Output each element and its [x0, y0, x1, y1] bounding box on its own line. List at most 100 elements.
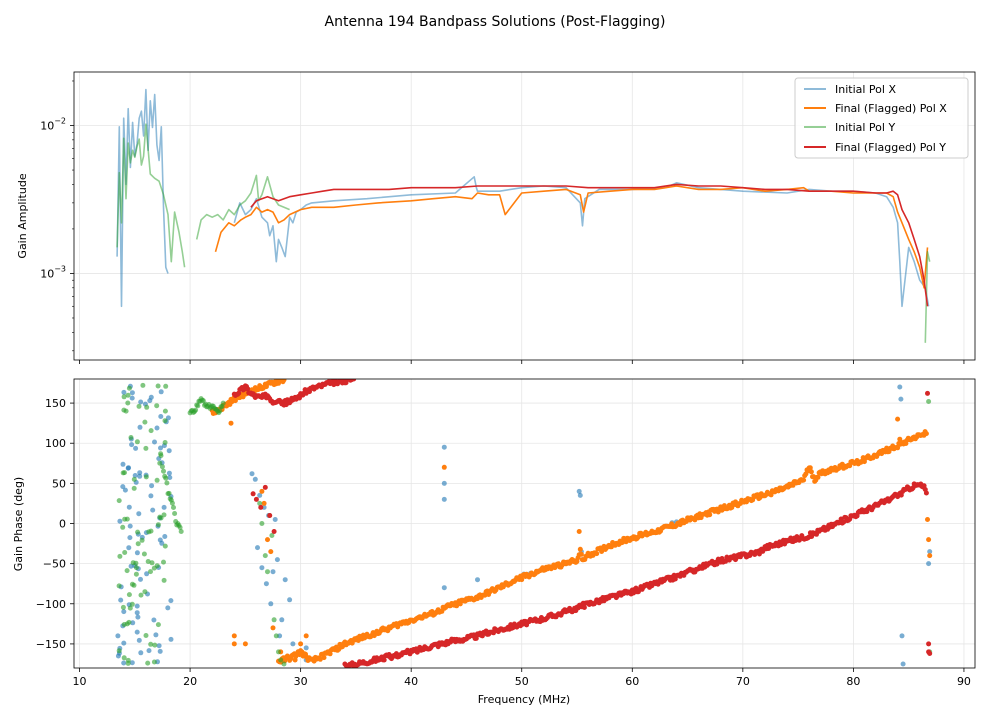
phase-noise-point-2 — [151, 565, 157, 571]
phase-noise-point-2 — [148, 428, 154, 434]
phase-point-2 — [257, 500, 263, 506]
phase-track-point-1 — [801, 477, 807, 483]
phase-track-point-1 — [707, 512, 713, 518]
phase-point-2 — [278, 657, 284, 663]
phase-noise-point-2 — [128, 435, 134, 440]
phase-point-0 — [282, 577, 288, 583]
phase-noise-point-2 — [126, 385, 132, 391]
phase-noise-point-2 — [135, 541, 141, 547]
phase-y-tick-label: −50 — [43, 558, 66, 571]
legend-label-final-x: Final (Flagged) Pol X — [835, 102, 947, 115]
phase-noise-point-0 — [117, 518, 123, 524]
phase-noise-point-2 — [140, 382, 146, 388]
phase-point-0 — [287, 597, 293, 603]
phase-point-0 — [272, 517, 278, 522]
phase-noise-point-2 — [116, 498, 122, 504]
phase-noise-point-2 — [145, 559, 151, 564]
phase-noise-point-0 — [149, 483, 155, 489]
phase-noise-point-0 — [166, 470, 172, 476]
phase-noise-point-0 — [138, 576, 143, 582]
phase-noise-point-0 — [137, 424, 143, 430]
phase-point-1 — [925, 517, 930, 522]
phase-noise-point-2 — [126, 592, 132, 598]
phase-y-tick-label: 150 — [45, 397, 66, 410]
phase-noise-point-2 — [155, 383, 161, 389]
phase-noise-point-0 — [126, 504, 132, 510]
phase-point-1 — [231, 641, 237, 647]
phase-noise-point-0 — [154, 425, 160, 431]
phase-noise-point-0 — [129, 442, 135, 448]
phase-noise-point-2 — [133, 571, 139, 577]
phase-point-0 — [927, 549, 933, 555]
phase-noise-point-0 — [120, 484, 126, 490]
phase-noise-point-2 — [141, 551, 147, 557]
phase-noise-point-0 — [129, 395, 135, 401]
phase-noise-point-0 — [138, 399, 144, 405]
phase-point-1 — [261, 500, 267, 506]
phase-noise-point-2 — [129, 601, 135, 607]
phase-point-1 — [576, 529, 582, 534]
phase-noise-point-0 — [158, 414, 164, 419]
phase-noise-point-0 — [166, 448, 172, 454]
phase-point-0 — [249, 471, 255, 477]
legend: Initial Pol X Final (Flagged) Pol X Init… — [794, 77, 969, 159]
phase-track-point-3 — [351, 379, 357, 382]
phase-point-0 — [576, 488, 582, 494]
phase-point-2 — [281, 661, 287, 667]
phase-noise-point-0 — [122, 487, 128, 493]
phase-track-point-2 — [195, 403, 201, 409]
phase-point-0 — [475, 577, 480, 583]
phase-track-point-2 — [171, 505, 176, 510]
phase-track-point-2 — [172, 511, 178, 516]
phase-axes-frame — [73, 378, 976, 669]
phase-x-tick-label: 70 — [736, 675, 750, 688]
phase-noise-point-2 — [139, 537, 145, 543]
phase-track-point-2 — [177, 525, 183, 530]
phase-noise-point-2 — [155, 522, 161, 528]
phase-noise-point-2 — [116, 648, 122, 654]
legend-label-initial-x: Initial Pol X — [835, 83, 896, 96]
phase-noise-point-2 — [145, 660, 151, 666]
phase-track-point-2 — [217, 408, 223, 414]
phase-point-1 — [298, 641, 304, 647]
phase-noise-point-2 — [131, 582, 137, 588]
phase-track-point-1 — [815, 474, 821, 480]
amp-y-tick-label: 10−3 — [40, 264, 66, 280]
phase-noise-point-2 — [116, 583, 122, 589]
phase-y-axis-label: Gain Phase (deg) — [12, 477, 25, 571]
phase-point-1 — [895, 416, 901, 422]
phase-noise-point-2 — [122, 550, 128, 555]
phase-noise-point-0 — [129, 660, 135, 666]
phase-noise-point-0 — [158, 445, 163, 451]
phase-noise-point-0 — [137, 470, 143, 476]
phase-noise-point-2 — [162, 418, 168, 424]
figure-title: Antenna 194 Bandpass Solutions (Post-Fla… — [325, 14, 666, 30]
phase-track-point-3 — [766, 546, 772, 551]
amp-series-2 — [116, 123, 931, 343]
phase-noise-point-0 — [134, 610, 140, 616]
phase-point-3 — [258, 504, 264, 510]
phase-noise-point-0 — [162, 534, 168, 539]
phase-point-3 — [271, 529, 277, 534]
phase-point-0 — [263, 581, 269, 587]
phase-noise-point-0 — [167, 475, 173, 480]
phase-track-point-1 — [577, 546, 583, 552]
phase-point-0 — [900, 661, 906, 667]
phase-point-2 — [262, 553, 268, 559]
phase-point-3 — [267, 513, 273, 518]
phase-noise-point-0 — [165, 415, 171, 421]
phase-point-1 — [270, 625, 276, 631]
phase-noise-point-2 — [125, 392, 131, 398]
phase-x-tick-label: 20 — [183, 675, 197, 688]
phase-noise-point-0 — [121, 660, 127, 666]
phase-noise-point-0 — [127, 535, 133, 541]
phase-noise-point-2 — [121, 407, 127, 413]
phase-panel: 10 20 30 40 50 60 70 80 90 −150 −100 −50 0 50 100 150 — [36, 378, 976, 688]
phase-noise-point-0 — [136, 511, 142, 517]
phase-noise-point-0 — [133, 445, 139, 451]
phase-noise-point-0 — [165, 605, 171, 611]
phase-noise-point-2 — [148, 569, 153, 575]
phase-noise-point-0 — [138, 650, 144, 656]
phase-noise-point-2 — [143, 445, 149, 451]
phase-noise-point-0 — [153, 632, 159, 638]
